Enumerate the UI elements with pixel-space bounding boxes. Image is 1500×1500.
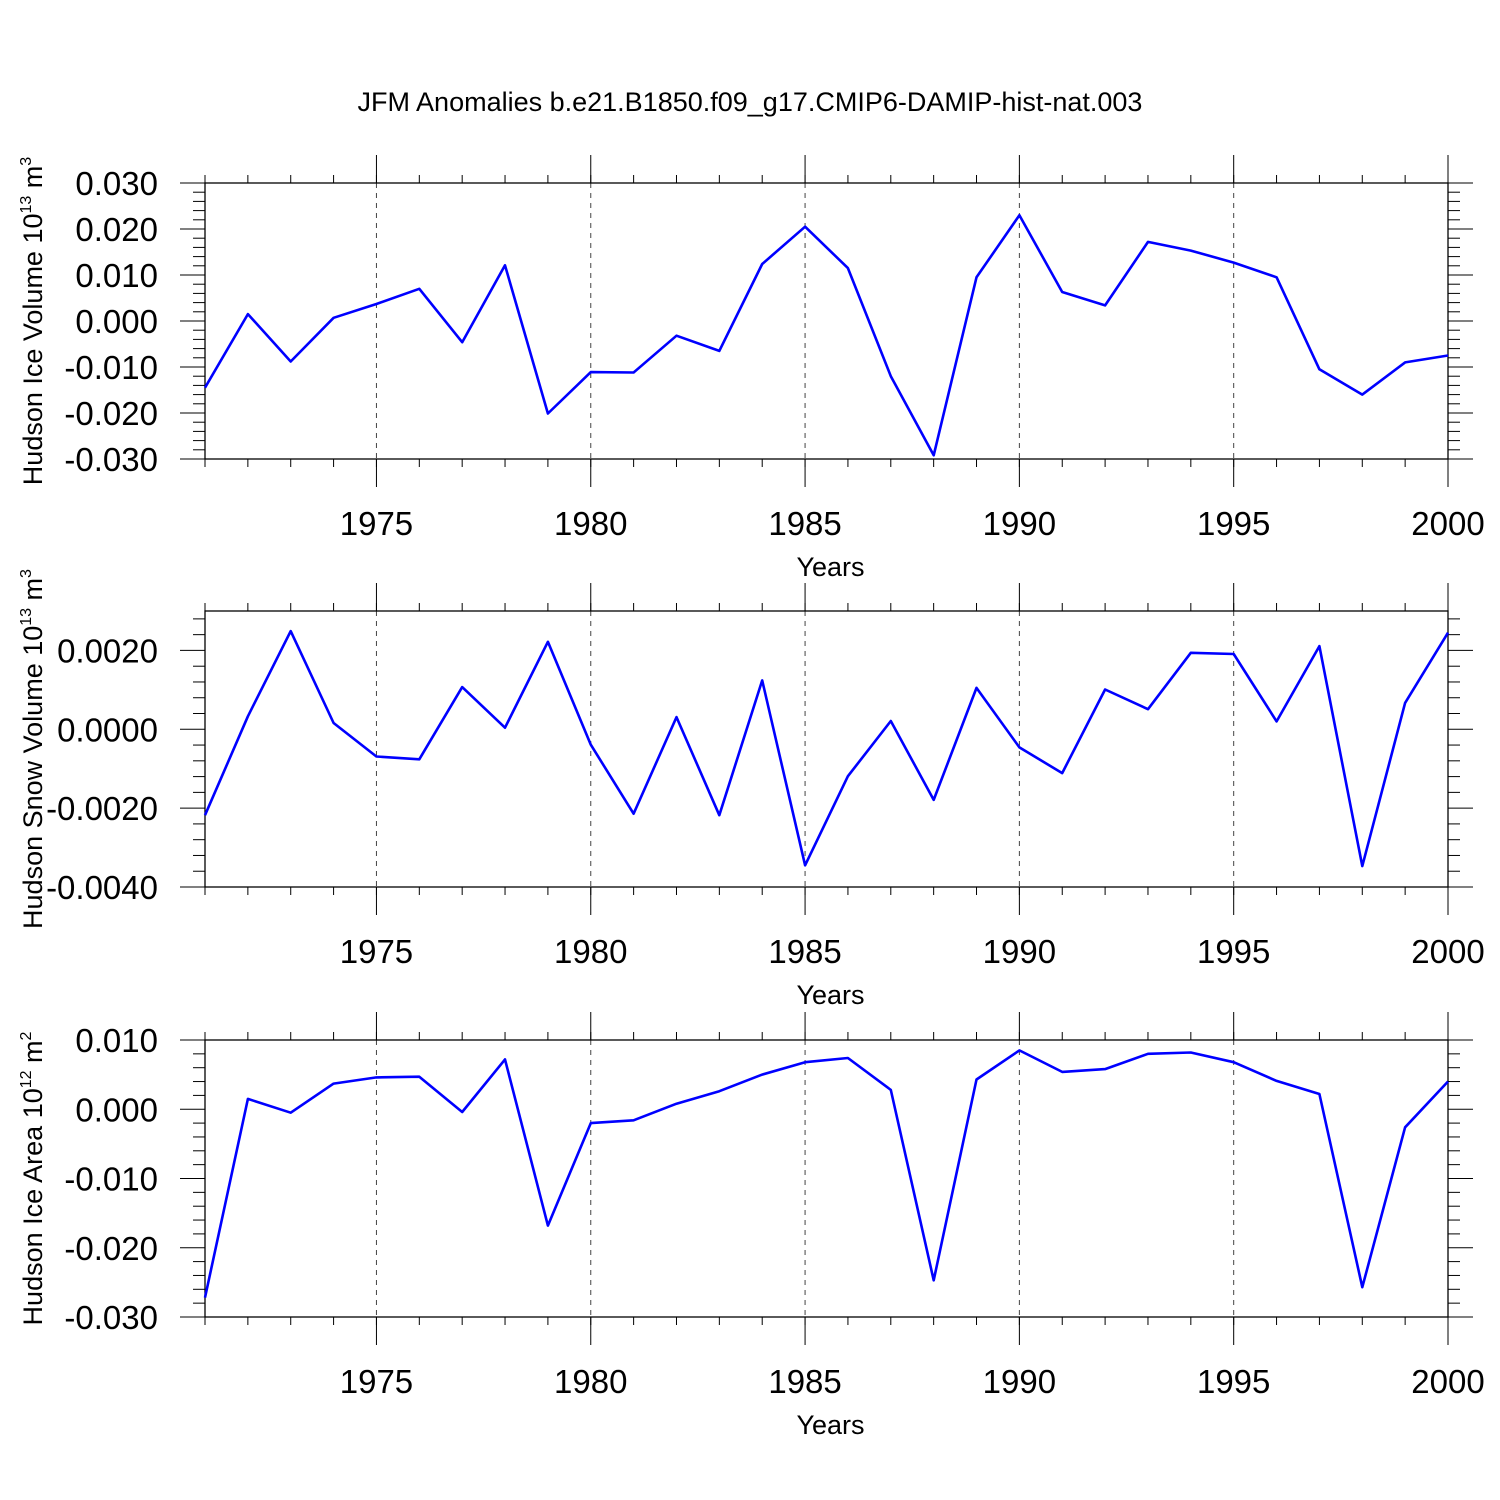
x-tick-label: 1995 (1197, 933, 1270, 970)
y-tick-label: 0.000 (75, 1091, 158, 1128)
y-tick-label: 0.030 (75, 165, 158, 202)
x-tick-label: 1990 (983, 505, 1056, 542)
y-tick-label: -0.010 (64, 1161, 158, 1198)
x-tick-label: 1975 (340, 933, 413, 970)
chart-panel-3: 1975 1980 1985 1990 1995 2000 -0.030 -0.020 -0.0… (18, 1012, 1485, 1440)
y-tick-label: -0.010 (64, 349, 158, 386)
y-tick-label: 0.0000 (57, 711, 158, 748)
y-tick-label: 0.010 (75, 257, 158, 294)
y-tick-label: -0.020 (64, 1230, 158, 1267)
x-tick-label: 1980 (554, 505, 627, 542)
x-tick-label: 1980 (554, 1363, 627, 1400)
chart-panels: 1975 1980 1985 1990 1995 2000 -0.030 -0.020 -0.0… (18, 155, 1485, 1440)
y-tick-label: 0.020 (75, 211, 158, 248)
chart-panel-1: 1975 1980 1985 1990 1995 2000 -0.030 -0.020 -0.0… (18, 155, 1485, 582)
plot-frame (204, 1039, 1449, 1318)
plot-frame (204, 182, 1449, 460)
x-tick-label: 1995 (1197, 505, 1270, 542)
x-tick-label: 1975 (340, 505, 413, 542)
x-tick-label: 1990 (983, 933, 1056, 970)
x-tick-label: 1985 (768, 1363, 841, 1400)
x-axis-label: Years (796, 980, 864, 1010)
x-axis-label: Years (796, 552, 864, 582)
y-tick-label: -0.020 (64, 395, 158, 432)
y-tick-label: 0.000 (75, 303, 158, 340)
series-line-1 (203, 1049, 1449, 1298)
y-axis-label: Hudson Ice Volume 1013 m3 (18, 157, 48, 485)
x-tick-label: 2000 (1411, 505, 1484, 542)
x-tick-label: 2000 (1411, 933, 1484, 970)
y-tick-label: -0.030 (64, 1299, 158, 1336)
figure-title: JFM Anomalies b.e21.B1850.f09_g17.CMIP6-… (358, 87, 1143, 117)
x-tick-label: 1985 (768, 505, 841, 542)
chart-panel-2: 1975 1980 1985 1990 1995 2000 -0.0040 -0.0020 0.… (18, 569, 1485, 1010)
series-line-1 (203, 213, 1449, 457)
y-axis-label: Hudson Ice Area 1012 m2 (18, 1031, 48, 1325)
x-tick-label: 1985 (768, 933, 841, 970)
x-tick-label: 1995 (1197, 1363, 1270, 1400)
y-axis-label: Hudson Snow Volume 1013 m3 (18, 569, 48, 929)
plot-frame (204, 610, 1449, 888)
x-tick-label: 1990 (983, 1363, 1056, 1400)
x-tick-label: 1980 (554, 933, 627, 970)
y-tick-label: -0.0020 (46, 790, 158, 827)
series-line-1 (203, 629, 1450, 868)
y-tick-label: 0.0020 (57, 632, 158, 669)
x-tick-label: 2000 (1411, 1363, 1484, 1400)
y-tick-label: 0.010 (75, 1022, 158, 1059)
y-tick-label: -0.030 (64, 441, 158, 478)
y-tick-label: -0.0040 (46, 869, 158, 906)
x-axis-label: Years (796, 1410, 864, 1440)
x-tick-label: 1975 (340, 1363, 413, 1400)
